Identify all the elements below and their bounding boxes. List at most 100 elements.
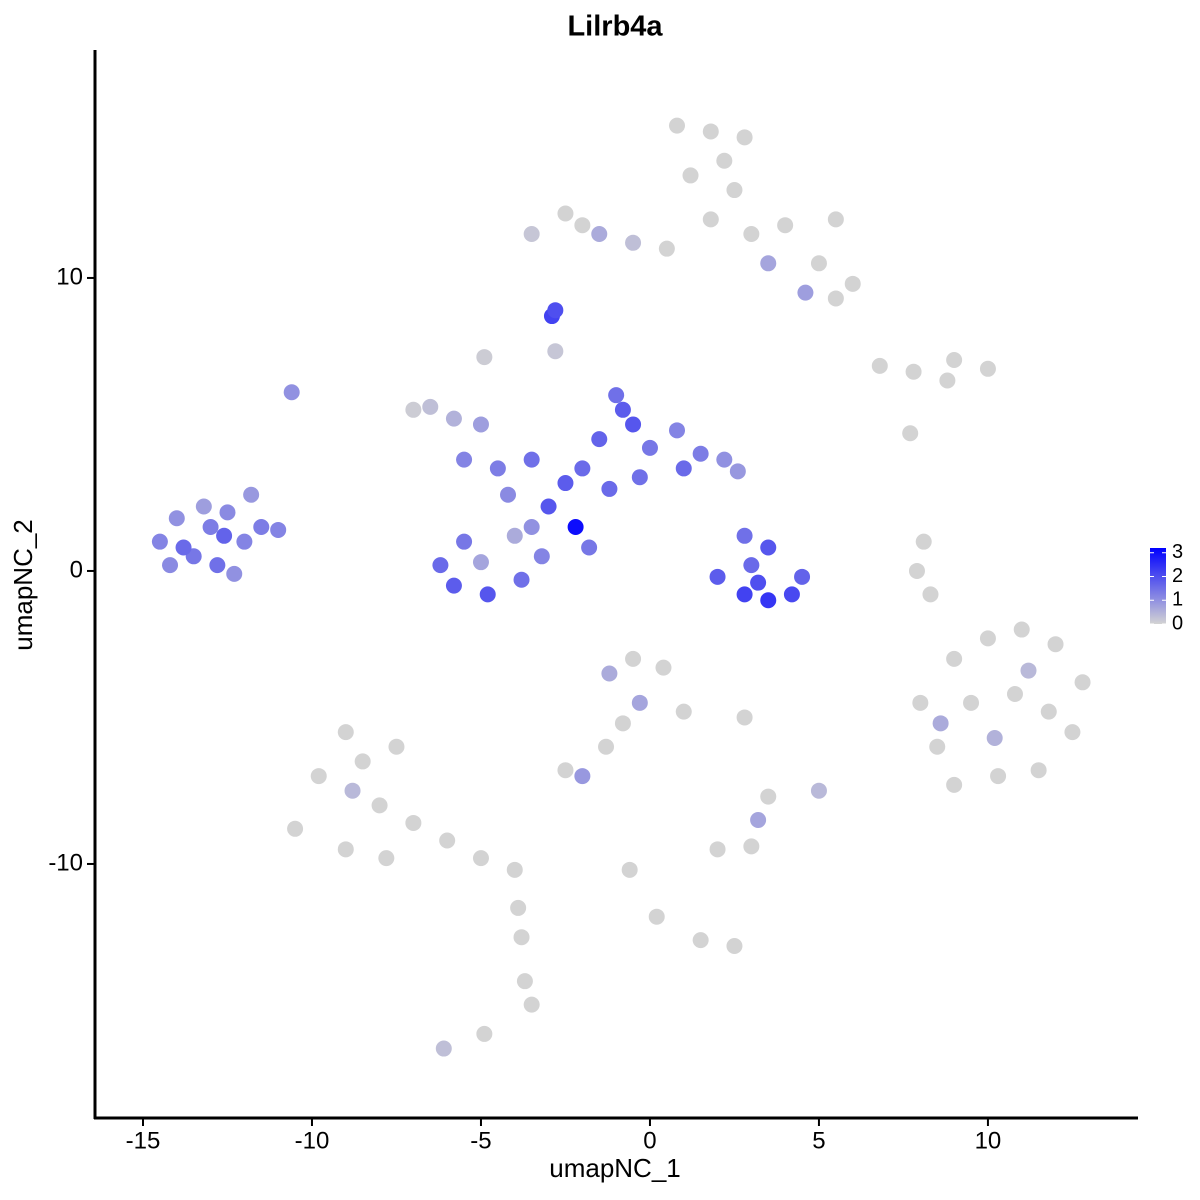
cell-point bbox=[614, 401, 631, 418]
cell-point bbox=[506, 527, 523, 544]
cell-point bbox=[760, 539, 777, 556]
cell-point bbox=[736, 527, 753, 544]
cell-point bbox=[1047, 636, 1064, 653]
cell-point bbox=[1064, 724, 1081, 741]
cell-point bbox=[915, 533, 932, 550]
cell-point bbox=[523, 226, 540, 243]
cell-point bbox=[253, 519, 270, 536]
cell-point bbox=[709, 841, 726, 858]
cell-point bbox=[388, 738, 405, 755]
cell-point bbox=[810, 255, 827, 272]
cell-point bbox=[472, 416, 489, 433]
cell-point bbox=[827, 211, 844, 228]
cell-point bbox=[614, 715, 631, 732]
cell-point bbox=[523, 996, 540, 1013]
cell-point bbox=[547, 302, 564, 319]
cell-point bbox=[716, 451, 733, 468]
cell-point bbox=[777, 217, 794, 234]
cell-point bbox=[625, 234, 642, 251]
cell-point bbox=[574, 768, 591, 785]
cell-point bbox=[827, 290, 844, 307]
cell-point bbox=[598, 738, 615, 755]
cell-point bbox=[476, 349, 493, 366]
cell-point bbox=[668, 117, 685, 134]
x-tick-label: 0 bbox=[643, 1127, 656, 1154]
x-axis-label: umapNC_1 bbox=[549, 1153, 681, 1183]
cell-point bbox=[986, 729, 1003, 746]
cell-point bbox=[456, 451, 473, 468]
x-tick-label: 5 bbox=[812, 1127, 825, 1154]
cell-point bbox=[939, 372, 956, 389]
cell-point bbox=[979, 360, 996, 377]
cell-point bbox=[726, 182, 743, 199]
cell-point bbox=[151, 533, 168, 550]
chart-title: Lilrb4a bbox=[567, 11, 663, 43]
cell-point bbox=[523, 451, 540, 468]
cell-point bbox=[209, 557, 226, 574]
cell-point bbox=[479, 586, 496, 603]
cell-point bbox=[540, 498, 557, 515]
cell-point bbox=[692, 445, 709, 462]
cell-point bbox=[601, 480, 618, 497]
cell-point bbox=[905, 363, 922, 380]
y-tick-label: 10 bbox=[56, 263, 83, 290]
colorbar bbox=[1150, 548, 1166, 624]
cell-point bbox=[655, 659, 672, 676]
cell-point bbox=[456, 533, 473, 550]
cell-point bbox=[979, 630, 996, 647]
cell-point bbox=[202, 519, 219, 536]
cell-point bbox=[750, 574, 767, 591]
cell-point bbox=[270, 521, 287, 538]
cell-point bbox=[510, 899, 527, 916]
cell-point bbox=[736, 129, 753, 146]
cell-point bbox=[405, 814, 422, 831]
cell-point bbox=[743, 226, 760, 243]
cell-point bbox=[500, 486, 517, 503]
y-tick-label: -10 bbox=[48, 849, 83, 876]
y-axis-label: umapNC_2 bbox=[8, 519, 38, 651]
cell-point bbox=[1006, 686, 1023, 703]
cell-point bbox=[283, 384, 300, 401]
cell-point bbox=[168, 510, 185, 527]
cell-point bbox=[631, 469, 648, 486]
cell-point bbox=[929, 738, 946, 755]
cell-point bbox=[709, 568, 726, 585]
cell-point bbox=[1013, 621, 1030, 638]
cell-point bbox=[675, 703, 692, 720]
cell-point bbox=[946, 351, 963, 368]
cell-point bbox=[557, 205, 574, 222]
cell-point bbox=[729, 463, 746, 480]
cell-point bbox=[574, 460, 591, 477]
cell-point bbox=[702, 123, 719, 140]
x-tick-label: -5 bbox=[470, 1127, 491, 1154]
x-tick-label: -15 bbox=[126, 1127, 161, 1154]
cell-point bbox=[591, 226, 608, 243]
colorbar-label: 2 bbox=[1172, 565, 1183, 587]
cell-point bbox=[783, 586, 800, 603]
cell-point bbox=[489, 460, 506, 477]
cell-point bbox=[162, 557, 179, 574]
colorbar-label: 1 bbox=[1172, 589, 1183, 611]
cell-point bbox=[506, 861, 523, 878]
cell-point bbox=[648, 908, 665, 925]
cell-point bbox=[716, 152, 733, 169]
cell-point bbox=[736, 709, 753, 726]
cell-point bbox=[621, 861, 638, 878]
cell-point bbox=[1020, 662, 1037, 679]
cell-point bbox=[794, 568, 811, 585]
cell-point bbox=[405, 401, 422, 418]
cell-point bbox=[726, 938, 743, 955]
cell-point bbox=[472, 554, 489, 571]
cell-point bbox=[675, 460, 692, 477]
cell-point bbox=[743, 557, 760, 574]
cell-point bbox=[810, 782, 827, 799]
cell-point bbox=[422, 398, 439, 415]
cell-point bbox=[702, 211, 719, 228]
cell-point bbox=[1074, 674, 1091, 691]
cell-point bbox=[287, 820, 304, 837]
cell-point bbox=[1030, 762, 1047, 779]
cell-point bbox=[472, 850, 489, 867]
cell-point bbox=[243, 486, 260, 503]
cell-point bbox=[432, 557, 449, 574]
